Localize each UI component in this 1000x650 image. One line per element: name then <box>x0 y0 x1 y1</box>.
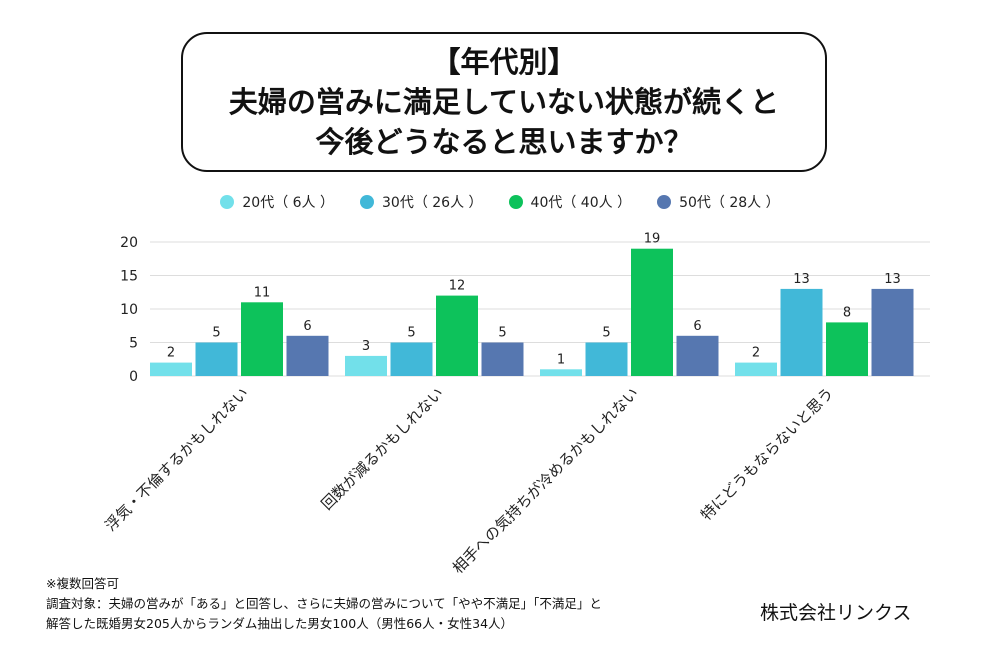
x-category-label-2: 相手への気持ちが冷めるかもしれない <box>449 384 642 577</box>
legend-swatch-40s <box>508 195 523 209</box>
data-label-3-0: 2 <box>752 346 760 361</box>
footnotes: ※複数回答可 調査対象：夫婦の営みが「ある」と回答し、さらに夫婦の営みについて「… <box>46 574 602 634</box>
legend-item-20s: 20代（ 6人 ） <box>220 192 334 212</box>
bar-2-2 <box>631 248 673 376</box>
bar-2-0 <box>540 369 582 376</box>
bar-1-0 <box>345 355 387 376</box>
legend-label-30s: 30代（ 26人 ） <box>382 195 483 211</box>
legend-swatch-20s <box>220 195 235 209</box>
data-label-0-0: 2 <box>167 346 175 361</box>
data-label-3-2: 8 <box>843 305 851 320</box>
data-label-0-1: 5 <box>212 326 220 341</box>
bar-1-1 <box>390 342 433 376</box>
chart-legend: 20代（ 6人 ） 30代（ 26人 ） 40代（ 40人 ） 50代（ 28人… <box>0 190 1000 214</box>
data-label-3-3: 13 <box>884 272 901 287</box>
chart-title-line-3: 今後どうなると思いますか？ <box>315 125 693 159</box>
bar-2-1 <box>585 342 628 376</box>
y-tick-label-20: 20 <box>120 235 138 251</box>
y-tick-label-10: 10 <box>120 302 138 318</box>
bar-0-3 <box>286 335 329 376</box>
bar-0-2 <box>241 302 283 376</box>
footnote-line-2: 調査対象：夫婦の営みが「ある」と回答し、さらに夫婦の営みについて「やや不満足」「… <box>46 596 602 611</box>
bar-0-0 <box>150 362 192 376</box>
bar-1-2 <box>436 295 478 376</box>
footnote-line-3: 解答した既婚男女205人からランダム抽出した男女100人（男性66人・女性34人… <box>46 616 514 631</box>
bar-3-1 <box>780 288 823 376</box>
bar-3-0 <box>735 362 777 376</box>
legend-item-40s: 40代（ 40人 ） <box>508 192 632 212</box>
chart-title-box: 【年代別】 夫婦の営みに満足していない状態が続くと 今後どうなると思いますか？ <box>181 32 827 172</box>
chart-title-line-1: 【年代別】 <box>431 45 577 79</box>
bar-3-3 <box>871 288 914 376</box>
bar-3-2 <box>826 322 868 376</box>
chart-title-line-2: 夫婦の営みに満足していない状態が続くと <box>228 85 780 119</box>
data-label-1-2: 12 <box>449 279 466 294</box>
x-category-label-1: 回数が減るかもしれない <box>318 384 447 513</box>
data-label-1-3: 5 <box>498 326 506 341</box>
data-label-0-2: 11 <box>254 285 271 300</box>
legend-swatch-50s <box>657 195 672 209</box>
bar-1-3 <box>481 342 524 376</box>
data-label-1-1: 5 <box>407 326 415 341</box>
data-label-1-0: 3 <box>362 339 370 354</box>
data-label-2-0: 1 <box>557 352 565 367</box>
x-category-label-3: 特にどうもならないと思う <box>697 384 837 524</box>
legend-item-30s: 30代（ 26人 ） <box>360 192 483 212</box>
footnote-line-1: ※複数回答可 <box>46 576 119 591</box>
data-label-3-1: 13 <box>793 272 810 287</box>
bar-2-3 <box>676 335 719 376</box>
legend-label-50s: 50代（ 28人 ） <box>679 195 780 211</box>
bar-0-1 <box>195 342 238 376</box>
data-label-2-2: 19 <box>644 232 661 247</box>
legend-swatch-30s <box>360 195 375 209</box>
legend-label-20s: 20代（ 6人 ） <box>242 195 335 211</box>
company-name: 株式会社リンクス <box>760 602 912 624</box>
legend-item-50s: 50代（ 28人 ） <box>657 192 780 212</box>
y-tick-label-5: 5 <box>129 336 138 352</box>
x-category-label-0: 浮気・不倫するかもしれない <box>101 384 252 535</box>
data-label-0-3: 6 <box>303 319 311 334</box>
data-label-2-1: 5 <box>602 326 610 341</box>
y-tick-label-15: 15 <box>120 269 138 285</box>
y-tick-label-0: 0 <box>129 369 138 385</box>
data-label-2-3: 6 <box>693 319 701 334</box>
legend-label-40s: 40代（ 40人 ） <box>530 195 632 211</box>
